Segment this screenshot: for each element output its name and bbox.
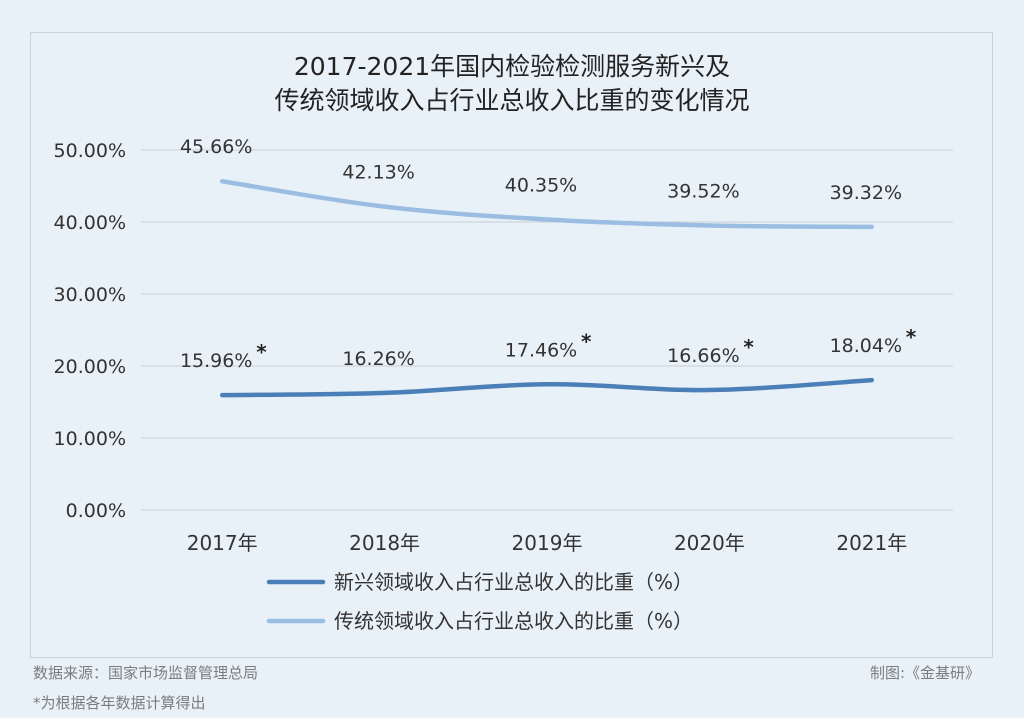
- calculation-note: *为根据各年数据计算得出: [33, 694, 206, 712]
- data-label: 17.46%: [505, 339, 577, 361]
- series-line-1: [219, 377, 875, 398]
- data-label: 39.32%: [830, 182, 902, 204]
- gridlines: [141, 149, 953, 511]
- y-tick-label: 20.00%: [54, 356, 126, 378]
- y-tick-label: 40.00%: [54, 212, 126, 234]
- data-label: 39.52%: [667, 180, 739, 202]
- x-tick-label: 2020年: [674, 531, 745, 555]
- data-labels: 15.96% * 16.26% 17.46% *16.66% * 18.04% *45.66%…: [180, 136, 917, 372]
- data-label: 42.13%: [342, 162, 414, 184]
- data-label: 15.96%: [180, 350, 252, 372]
- x-tick-label: 2019年: [512, 531, 583, 555]
- legend: 新兴领域收入占行业总收入的比重（%） 传统领域收入占行业总收入的比重（%）: [266, 570, 693, 633]
- star-mark: *: [581, 329, 592, 353]
- credit-note: 制图:《金基研》: [869, 664, 980, 682]
- x-tick-label: 2018年: [349, 531, 420, 555]
- y-tick-label: 50.00%: [54, 140, 126, 162]
- chart-frame: 2017-2021年国内检验检测服务新兴及 传统领域收入占行业总收入比重的变化情况…: [30, 32, 993, 658]
- x-tick-label: 2017年: [187, 531, 258, 555]
- legend-label: 新兴领域收入占行业总收入的比重（%）: [334, 570, 693, 594]
- data-label: 40.35%: [505, 174, 577, 196]
- star-mark: *: [256, 340, 267, 364]
- chart-title-line: 2017-2021年国内检验检测服务新兴及: [294, 52, 730, 81]
- y-tick-label: 10.00%: [54, 428, 126, 450]
- series-line-2: [219, 178, 875, 230]
- series-lines: [219, 178, 875, 398]
- y-tick-label: 0.00%: [66, 500, 126, 522]
- data-label: 45.66%: [180, 136, 252, 158]
- legend-label: 传统领域收入占行业总收入的比重（%）: [334, 609, 693, 633]
- star-mark: *: [743, 335, 754, 359]
- star-mark: *: [906, 325, 917, 349]
- data-label: 16.26%: [342, 348, 414, 370]
- y-tick-label: 30.00%: [54, 284, 126, 306]
- data-label: 18.04%: [830, 335, 902, 357]
- x-axis-ticks: 2017年 2018年 2019年 2020年 2021年: [187, 531, 908, 555]
- data-label: 16.66%: [667, 345, 739, 367]
- line-chart: 2017-2021年国内检验检测服务新兴及传统领域收入占行业总收入比重的变化情况…: [54, 52, 953, 633]
- y-axis-ticks: 0.00% 10.00% 20.00% 30.00% 40.00% 50.00%: [54, 140, 126, 522]
- source-note: 数据来源：国家市场监督管理总局: [33, 664, 259, 682]
- x-tick-label: 2021年: [836, 531, 907, 555]
- chart-title-line: 传统领域收入占行业总收入比重的变化情况: [274, 86, 749, 115]
